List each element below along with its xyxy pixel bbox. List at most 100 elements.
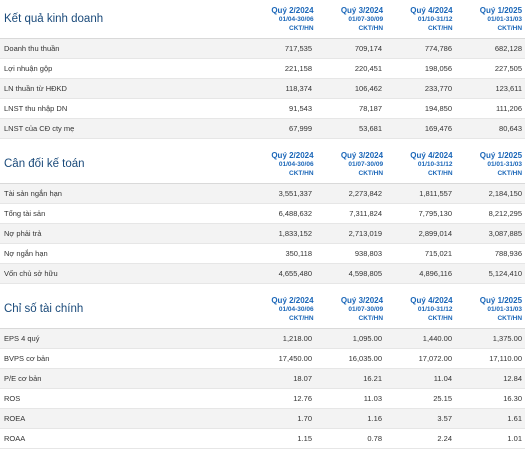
row-value: 1,811,557 [419,189,452,198]
period-header[interactable]: Quý 2/2024 01/04-30/06 CKT/HN [247,151,316,178]
table-row[interactable]: Doanh thu thuần 717,535 709,174 774,786 682,… [0,39,525,59]
period-range: 01/04-30/06 [278,160,314,168]
period-quarter: Quý 2/2024 [271,5,314,15]
table-row[interactable]: ROEA 1.70 1.16 3.57 1.61 [0,409,525,429]
table-row[interactable]: EPS 4 quý 1,218.00 1,095.00 1,440.00 1,375.0… [0,329,525,349]
row-label[interactable]: Nợ ngắn hạn [4,249,48,258]
row-value: 80,643 [499,124,522,133]
row-label[interactable]: LN thuần từ HĐKD [4,84,67,93]
row-label[interactable]: Vốn chủ sở hữu [4,269,58,278]
table-row[interactable]: Vốn chủ sở hữu 4,655,480 4,598,805 4,896,11… [0,264,525,284]
period-header[interactable]: Quý 2/2024 01/04-30/06 CKT/HN [247,6,316,33]
row-label[interactable]: EPS 4 quý [4,334,40,343]
table-row[interactable]: Lợi nhuận gộp 221,158 220,451 198,056 227,50… [0,59,525,79]
row-value: 78,187 [359,104,382,113]
row-value: 2,184,150 [488,189,522,198]
row-value: 2,899,014 [418,229,452,238]
row-value: 169,476 [424,124,452,133]
row-value: 17,450.00 [278,354,312,363]
row-value: 221,158 [284,64,312,73]
row-value: 717,535 [284,44,312,53]
table-row[interactable]: Nợ ngắn hạn 350,118 938,803 715,021 788,936 [0,244,525,264]
row-value: 194,850 [424,104,452,113]
section-title: Chỉ số tài chính [4,303,84,315]
section-0: Kết quả kinh doanh Quý 2/2024 01/04-30/06 C… [0,0,525,139]
row-value: 16.30 [503,394,522,403]
table-row[interactable]: LN thuần từ HĐKD 118,374 106,462 233,770 123… [0,79,525,99]
row-value: 198,056 [424,64,452,73]
row-label[interactable]: Nợ phải trả [4,229,42,238]
row-value: 3,551,337 [278,189,312,198]
section-2: Chỉ số tài chính Quý 2/2024 01/04-30/06 CKT… [0,290,525,449]
row-value: 1,833,152 [278,229,312,238]
row-value: 18.07 [293,374,312,383]
period-header[interactable]: Quý 1/2025 01/01-31/03 CKT/HN [456,6,525,33]
period-header[interactable]: Quý 4/2024 01/10-31/12 CKT/HN [386,6,455,33]
period-range: 01/04-30/06 [278,15,314,23]
row-label[interactable]: Tổng tài sản [4,209,46,218]
row-value: 7,795,130 [418,209,452,218]
period-quarter: Quý 3/2024 [340,295,384,305]
row-value: 1,095.00 [352,334,382,343]
row-value: 11.03 [363,394,382,403]
period-quarter: Quý 4/2024 [410,150,453,160]
section-header: Kết quả kinh doanh Quý 2/2024 01/04-30/06 C… [0,0,525,39]
period-header[interactable]: Quý 4/2024 01/10-31/12 CKT/HN [386,296,455,323]
period-unit: CKT/HN [497,314,523,322]
row-label[interactable]: ROAA [4,434,26,443]
row-value: 4,655,480 [278,269,312,278]
row-value: 6,488,632 [278,209,312,218]
row-value: 938,803 [354,249,382,258]
section-title: Cân đối kế toán [4,158,85,170]
period-range: 01/04-30/06 [278,305,314,313]
row-value: 682,128 [494,44,522,53]
period-unit: CKT/HN [427,169,453,177]
table-row[interactable]: ROAA 1.15 0.78 2.24 1.01 [0,429,525,449]
table-row[interactable]: ROS 12.76 11.03 25.15 16.30 [0,389,525,409]
period-header[interactable]: Quý 3/2024 01/07-30/09 CKT/HN [317,296,386,323]
period-range: 01/10-31/12 [417,305,453,313]
row-label[interactable]: P/E cơ bản [4,374,42,383]
table-row[interactable]: Tổng tài sản 6,488,632 7,311,824 7,795,130 8… [0,204,525,224]
row-value: 1,218.00 [282,334,312,343]
section-title: Kết quả kinh doanh [4,13,104,25]
period-header[interactable]: Quý 3/2024 01/07-30/09 CKT/HN [317,151,386,178]
row-label[interactable]: ROEA [4,414,26,423]
period-unit: CKT/HN [289,169,314,177]
row-value: 11.04 [433,374,452,383]
period-unit: CKT/HN [358,24,384,32]
row-value: 106,462 [354,84,382,93]
row-value: 12.84 [503,374,522,383]
table-row[interactable]: BVPS cơ bản 17,450.00 16,035.00 17,072.00 17… [0,349,525,369]
period-header[interactable]: Quý 1/2025 01/01-31/03 CKT/HN [456,151,525,178]
period-unit: CKT/HN [358,169,384,177]
period-header[interactable]: Quý 3/2024 01/07-30/09 CKT/HN [317,6,386,33]
period-unit: CKT/HN [497,169,523,177]
row-label[interactable]: Lợi nhuận gộp [4,64,53,73]
row-value: 7,311,824 [349,209,382,218]
row-label[interactable]: Doanh thu thuần [4,44,60,53]
table-row[interactable]: P/E cơ bản 18.07 16.21 11.04 12.84 [0,369,525,389]
row-label[interactable]: ROS [4,394,21,403]
period-header[interactable]: Quý 4/2024 01/10-31/12 CKT/HN [386,151,455,178]
section-header: Cân đối kế toán Quý 2/2024 01/04-30/06 CKT/… [0,145,525,184]
row-value: 16.21 [363,374,382,383]
row-value: 1,375.00 [492,334,522,343]
table-row[interactable]: LNST thu nhập DN 91,543 78,187 194,850 111,2… [0,99,525,119]
period-quarter: Quý 3/2024 [340,5,384,15]
row-label[interactable]: Tài sản ngắn hạn [4,189,62,198]
period-range: 01/07-30/09 [348,305,384,313]
period-range: 01/10-31/12 [417,15,453,23]
table-row[interactable]: LNST của CĐ cty mẹ 67,999 53,681 169,476 80,… [0,119,525,139]
period-quarter: Quý 2/2024 [271,295,314,305]
period-header[interactable]: Quý 2/2024 01/04-30/06 CKT/HN [247,296,316,323]
row-value: 2,713,019 [348,229,382,238]
row-label[interactable]: BVPS cơ bản [4,354,50,363]
row-label[interactable]: LNST của CĐ cty mẹ [4,124,75,133]
table-row[interactable]: Tài sản ngắn hạn 3,551,337 2,273,842 1,811,… [0,184,525,204]
row-label[interactable]: LNST thu nhập DN [4,104,68,113]
period-header[interactable]: Quý 1/2025 01/01-31/03 CKT/HN [456,296,525,323]
table-row[interactable]: Nợ phải trả 1,833,152 2,713,019 2,899,014 3,… [0,224,525,244]
period-range: 01/01-31/03 [487,160,523,168]
period-quarter: Quý 2/2024 [271,150,314,160]
